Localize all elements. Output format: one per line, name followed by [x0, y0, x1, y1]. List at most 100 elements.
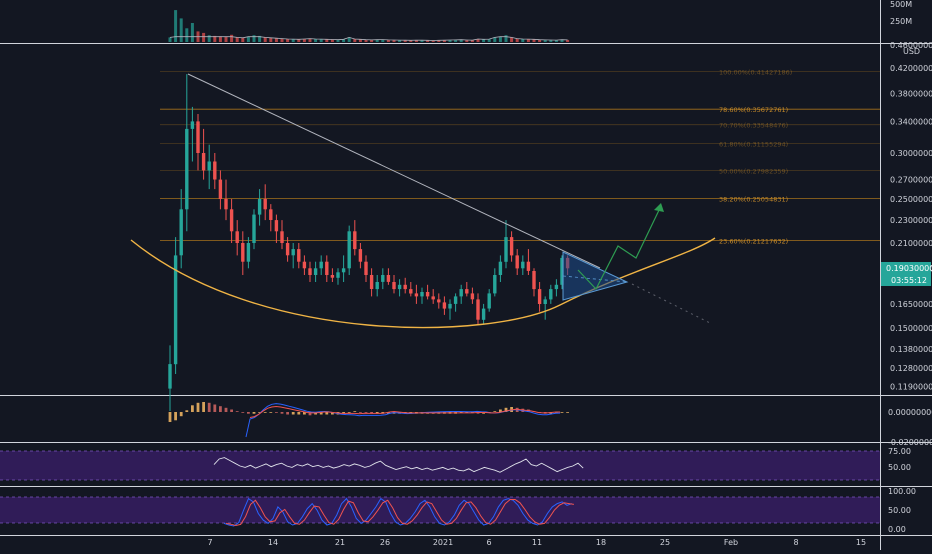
fibonacci-retracement[interactable]: 100.00%(0.41427186) 78.60%(0.35672761) 70.…: [160, 69, 880, 246]
price-top-tick: 0.46000000: [890, 41, 932, 50]
volume-scale: 500M 250M: [890, 0, 912, 26]
time-label-8: 25: [660, 538, 670, 547]
volume-bar: [543, 39, 547, 42]
volume-bar: [476, 39, 480, 42]
volume-bar: [549, 40, 553, 42]
time-label-0: 7: [207, 538, 212, 547]
candle-body: [476, 299, 480, 320]
volume-bar: [263, 37, 267, 42]
rsi-indicator: [213, 457, 584, 473]
candle-body: [257, 199, 262, 215]
volume-bar: [308, 38, 312, 42]
volume-bar: [554, 40, 558, 42]
candle-body: [201, 153, 206, 171]
last-price-badge[interactable]: 0.19030000 03:55:12: [881, 262, 932, 286]
volume-bar: [566, 39, 570, 42]
candle-body: [549, 289, 553, 300]
candle-body: [235, 231, 239, 243]
stoch-band: [0, 497, 880, 523]
volume-bar: [168, 37, 172, 42]
volume-bar: [297, 39, 301, 42]
macd-histogram-bar: [308, 412, 312, 416]
volume-bar: [364, 39, 368, 42]
macd-histogram-bar: [342, 412, 345, 414]
volume-bar: [190, 23, 194, 42]
rsi-tick-75: 75.00: [888, 447, 911, 456]
volume-bar: [325, 39, 329, 42]
candle-body: [190, 121, 195, 129]
rsi-tick-50: 50.00: [888, 463, 911, 472]
macd-histogram-bar: [224, 407, 228, 412]
candle-body: [481, 308, 486, 320]
descending-trendline[interactable]: [187, 73, 601, 269]
macd-histogram-bar: [353, 411, 357, 412]
macd-histogram-bar: [252, 412, 256, 414]
candle-body: [532, 271, 536, 290]
countdown-badge-value: 03:55:12: [891, 276, 927, 285]
volume-bar: [207, 35, 211, 42]
volume-bar: [218, 36, 222, 42]
macd-histogram-bar: [387, 412, 390, 414]
volume-bar: [510, 37, 514, 42]
volume-bar: [230, 34, 234, 42]
volume-bar: [431, 40, 435, 42]
stoch-scale: 100.00 50.00 0.00: [888, 487, 916, 534]
macd-indicator: [168, 402, 569, 438]
candle-body: [392, 282, 396, 290]
volume-bar: [319, 39, 323, 42]
volume-bar: [258, 35, 262, 42]
volume-bar: [381, 39, 385, 42]
macd-histogram-bar: [185, 410, 189, 412]
volume-bar: [314, 39, 318, 42]
rsi-band: [0, 451, 880, 480]
time-label-9: Feb: [724, 538, 738, 547]
volume-bar: [336, 39, 340, 42]
candle-body: [493, 275, 497, 294]
candle-body: [302, 261, 307, 269]
volume-bar: [482, 39, 486, 42]
macd-histogram-bar: [359, 412, 362, 413]
candle-body: [509, 237, 514, 256]
candle-body: [330, 275, 335, 278]
price-badge-bg: [881, 262, 931, 274]
volume-bar: [235, 37, 239, 42]
volume-bar: [448, 40, 452, 42]
projection-path[interactable]: [577, 205, 662, 291]
macd-histogram-bar: [275, 412, 278, 413]
candle-body: [168, 364, 172, 389]
macd-histogram-bar: [504, 407, 508, 412]
candle-body: [241, 243, 245, 262]
time-label-5: 6: [486, 538, 491, 547]
candle-body: [213, 161, 217, 180]
time-label-11: 15: [856, 538, 866, 547]
candle-body: [319, 261, 323, 269]
fib-label-6: 23.60%(0.21217632): [719, 237, 788, 245]
volume-bar: [241, 37, 245, 42]
macd-histogram-bar: [230, 409, 233, 412]
macd-histogram-bar: [263, 412, 267, 413]
volume-bar: [504, 35, 508, 42]
candle-body: [448, 303, 452, 309]
rsi-line: [213, 457, 584, 473]
time-axis[interactable]: 7 14 21 26 2021 6 11 18 25 Feb 8 15: [207, 538, 866, 547]
candle-body: [375, 282, 379, 290]
volume-bar: [269, 37, 273, 42]
candle-body: [487, 293, 491, 309]
candle-body: [504, 237, 508, 262]
triangle-midline: [562, 275, 628, 283]
cup-curve[interactable]: [130, 237, 716, 329]
volume-bars: [168, 10, 570, 42]
macd-histogram-bar: [258, 412, 261, 413]
macd-histogram-bar: [286, 412, 289, 415]
candle-body: [269, 209, 273, 220]
candle-body: [263, 199, 267, 210]
time-label-2: 21: [335, 538, 345, 547]
time-label-6: 11: [532, 538, 542, 547]
candle-body: [280, 231, 284, 243]
